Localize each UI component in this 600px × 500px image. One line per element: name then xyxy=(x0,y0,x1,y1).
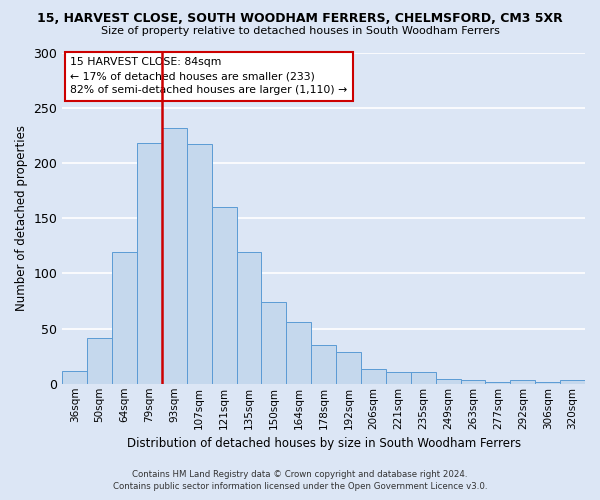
Text: 15 HARVEST CLOSE: 84sqm
← 17% of detached houses are smaller (233)
82% of semi-d: 15 HARVEST CLOSE: 84sqm ← 17% of detache… xyxy=(70,58,347,96)
Text: Size of property relative to detached houses in South Woodham Ferrers: Size of property relative to detached ho… xyxy=(101,26,499,36)
Y-axis label: Number of detached properties: Number of detached properties xyxy=(15,125,28,311)
Bar xyxy=(286,322,311,384)
Text: 15, HARVEST CLOSE, SOUTH WOODHAM FERRERS, CHELMSFORD, CM3 5XR: 15, HARVEST CLOSE, SOUTH WOODHAM FERRERS… xyxy=(37,12,563,26)
Bar xyxy=(361,370,386,384)
Bar xyxy=(162,128,187,384)
Bar xyxy=(560,380,585,384)
Bar xyxy=(485,382,511,384)
X-axis label: Distribution of detached houses by size in South Woodham Ferrers: Distribution of detached houses by size … xyxy=(127,437,521,450)
Text: Contains HM Land Registry data © Crown copyright and database right 2024.
Contai: Contains HM Land Registry data © Crown c… xyxy=(113,470,487,491)
Bar xyxy=(187,144,212,384)
Bar xyxy=(461,380,485,384)
Bar xyxy=(411,372,436,384)
Bar xyxy=(137,143,162,384)
Bar xyxy=(436,380,461,384)
Bar xyxy=(262,302,286,384)
Bar xyxy=(62,370,87,384)
Bar xyxy=(511,380,535,384)
Bar xyxy=(212,207,236,384)
Bar xyxy=(311,345,336,384)
Bar xyxy=(236,252,262,384)
Bar xyxy=(87,338,112,384)
Bar xyxy=(336,352,361,384)
Bar xyxy=(535,382,560,384)
Bar xyxy=(112,252,137,384)
Bar xyxy=(386,372,411,384)
